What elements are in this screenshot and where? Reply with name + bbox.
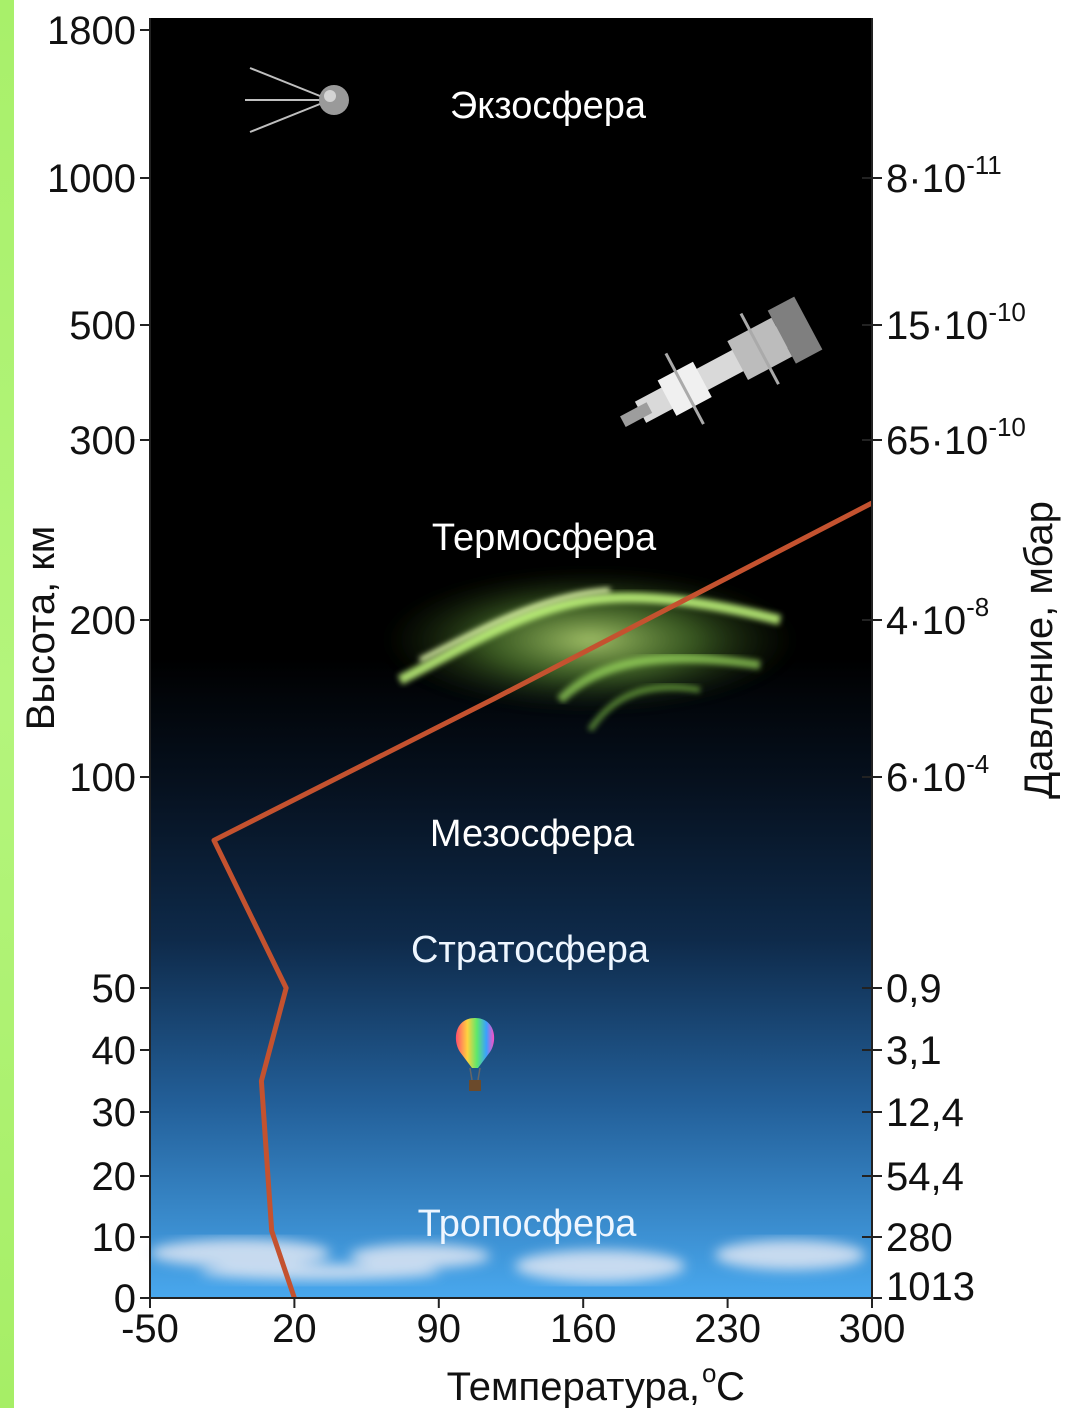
pressure-tick-label: 54,4	[886, 1155, 964, 1199]
layer-label-stratosphere: Стратосфера	[411, 929, 650, 971]
pressure-tick-label: 3,1	[886, 1029, 942, 1073]
x-tick-label: 90	[417, 1307, 462, 1351]
pressure-tick-label: 4·10-8	[886, 592, 989, 643]
y-tick-label: 500	[69, 304, 136, 348]
layer-label-exosphere: Экзосфера	[450, 85, 647, 127]
pressure-tick-label: 15·10-10	[886, 297, 1026, 348]
x-axis-title-unit: С	[716, 1365, 745, 1408]
x-tick-label: 20	[272, 1307, 317, 1351]
temperature-series-line	[211, 500, 874, 1299]
x-axis-title-degree: о	[702, 1358, 716, 1388]
hot-air-balloon-icon	[455, 1018, 495, 1091]
x-axis-title-main: Температура,	[447, 1365, 700, 1408]
pressure-tick-label: 1013	[886, 1265, 975, 1309]
y-tick-label: 1800	[47, 9, 136, 53]
left-accent-strip	[0, 0, 14, 1408]
x-tick-label: 230	[694, 1307, 761, 1351]
x-tick-label: 300	[839, 1307, 906, 1351]
y2-axis-title: Давление, мбар	[1017, 501, 1061, 799]
clouds-image	[150, 1239, 865, 1282]
y-tick-label: 20	[92, 1155, 137, 1199]
y-tick-label: 10	[92, 1216, 137, 1260]
space-station-icon	[620, 296, 823, 427]
y-axis-ticks: 0 10 20 30 40 50 100 200 300 500 1000 1800	[47, 9, 150, 1321]
satellite-icon	[245, 67, 349, 133]
pressure-tick-label: 8·10-11	[886, 150, 1002, 201]
y-axis-title: Высота, км	[19, 526, 63, 731]
y-tick-label: 200	[69, 599, 136, 643]
aurora-image	[380, 568, 800, 732]
y-tick-label: 0	[114, 1277, 136, 1321]
pressure-tick-label: 0,9	[886, 967, 942, 1011]
layer-label-troposphere: Тропосфера	[418, 1203, 638, 1245]
pressure-tick-label: 12,4	[886, 1091, 964, 1135]
pressure-axis-ticks: 8·10-11 15·10-10 65·10-10 4·10-8 6·10-4 0,9 3,…	[862, 150, 1026, 1309]
y-tick-label: 40	[92, 1029, 137, 1073]
x-tick-label: 160	[550, 1307, 617, 1351]
x-tick-label: -50	[121, 1307, 179, 1351]
y-tick-label: 100	[69, 756, 136, 800]
pressure-tick-label: 280	[886, 1216, 953, 1260]
y-tick-label: 1000	[47, 157, 136, 201]
y-tick-label: 50	[92, 967, 137, 1011]
pressure-tick-label: 65·10-10	[886, 412, 1026, 463]
x-axis-ticks: -50 20 90 160 230 300	[121, 1298, 905, 1351]
y-tick-label: 300	[69, 419, 136, 463]
layer-label-mesosphere: Мезосфера	[430, 813, 635, 855]
y-tick-label: 30	[92, 1091, 137, 1135]
layer-label-thermosphere: Термосфера	[432, 517, 657, 559]
pressure-tick-label: 6·10-4	[886, 749, 989, 800]
layer-labels: Экзосфера Термосфера Мезосфера Стратосфе…	[411, 85, 657, 1245]
x-axis-title: Температура, о С	[447, 1358, 745, 1408]
